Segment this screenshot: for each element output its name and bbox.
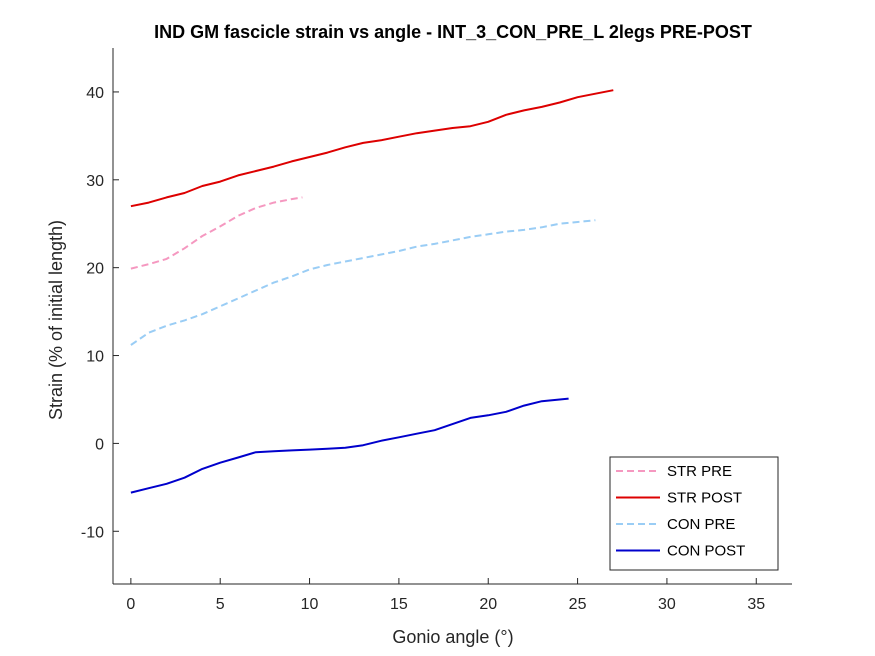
series-line-str-pre [130,196,303,270]
y-axis-label: Strain (% of initial length) [46,220,66,420]
x-tick-label: 20 [479,596,497,613]
y-tick-label: 10 [86,349,104,366]
series-lines [130,89,614,494]
legend-label: CON PRE [667,516,735,533]
x-tick-label: 10 [301,596,319,613]
y-tick-label: 0 [95,436,104,453]
x-tick-label: 30 [658,596,676,613]
legend-label: STR POST [667,490,742,507]
y-tick-label: 40 [86,85,104,102]
x-tick-label: 15 [390,596,408,613]
x-tick-label: 5 [216,596,225,613]
series-line-str-post [130,89,614,208]
x-tick-label: 25 [569,596,587,613]
series-line-con-post [130,397,569,494]
legend-label: STR PRE [667,463,732,480]
y-tick-label: 30 [86,173,104,190]
axis-ticks: 0 5 10 15 20 25 30 35 -10 0 10 20 30 40 [81,85,765,613]
legend-box [609,456,779,571]
x-tick-label: 35 [747,596,765,613]
y-tick-label: 20 [86,261,104,278]
chart-title: IND GM fascicle strain vs angle - INT_3_… [154,22,752,42]
legend-label: CON POST [667,543,745,560]
axes [112,48,792,585]
x-tick-label: 0 [126,596,135,613]
x-axis-label: Gonio angle (°) [392,627,513,647]
y-tick-label: -10 [81,524,104,541]
legend: STR PRE STR POST CON PRE CON POST [609,456,779,571]
